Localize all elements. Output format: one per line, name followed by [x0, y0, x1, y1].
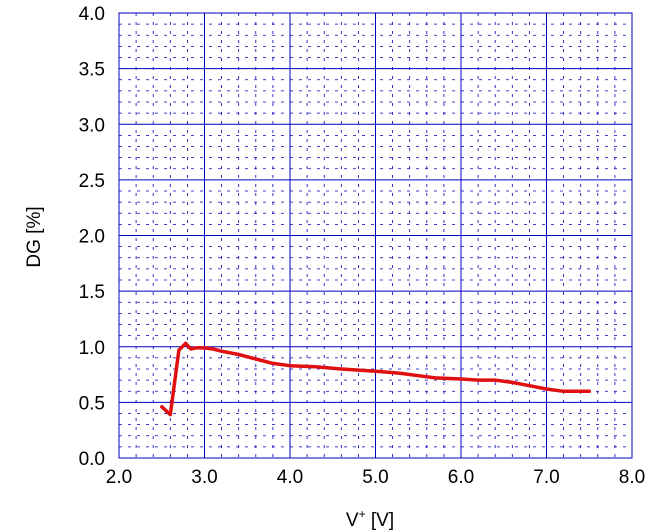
x-tick-label: 2.0	[106, 467, 132, 488]
y-axis-title: DG [%]	[24, 206, 45, 267]
plot-frame	[118, 12, 633, 459]
y-tick-label: 0.5	[79, 393, 105, 414]
series-layer	[160, 341, 592, 417]
x-tick-label: 3.0	[191, 467, 217, 488]
x-axis-title-unit: [V]	[366, 510, 395, 531]
x-tick-label: 7.0	[533, 467, 559, 488]
y-tick-label: 1.5	[79, 282, 105, 303]
y-tick-label: 2.0	[79, 227, 105, 248]
y-tick-labels: 0.0 0.5 1.0 1.5 2.0 2.5 3.0 3.5 4.0	[79, 4, 105, 470]
y-tick-label: 1.0	[79, 338, 105, 359]
x-axis-title-main: V	[346, 510, 359, 531]
x-tick-label: 4.0	[277, 467, 303, 488]
x-axis-title: V+ [V]	[346, 507, 394, 531]
x-tick-label: 5.0	[362, 467, 388, 488]
y-tick-label: 4.0	[79, 4, 105, 25]
x-tick-label: 8.0	[619, 467, 645, 488]
x-axis-title-superscript: +	[359, 507, 366, 521]
y-tick-label: 2.5	[79, 171, 105, 192]
x-tick-label: 6.0	[448, 467, 474, 488]
y-tick-label: 3.5	[79, 60, 105, 81]
y-tick-label: 3.0	[79, 115, 105, 136]
y-tick-label: 0.0	[79, 449, 105, 470]
series-line	[160, 341, 592, 417]
x-tick-labels: 2.0 3.0 4.0 5.0 6.0 7.0 8.0	[106, 467, 645, 488]
